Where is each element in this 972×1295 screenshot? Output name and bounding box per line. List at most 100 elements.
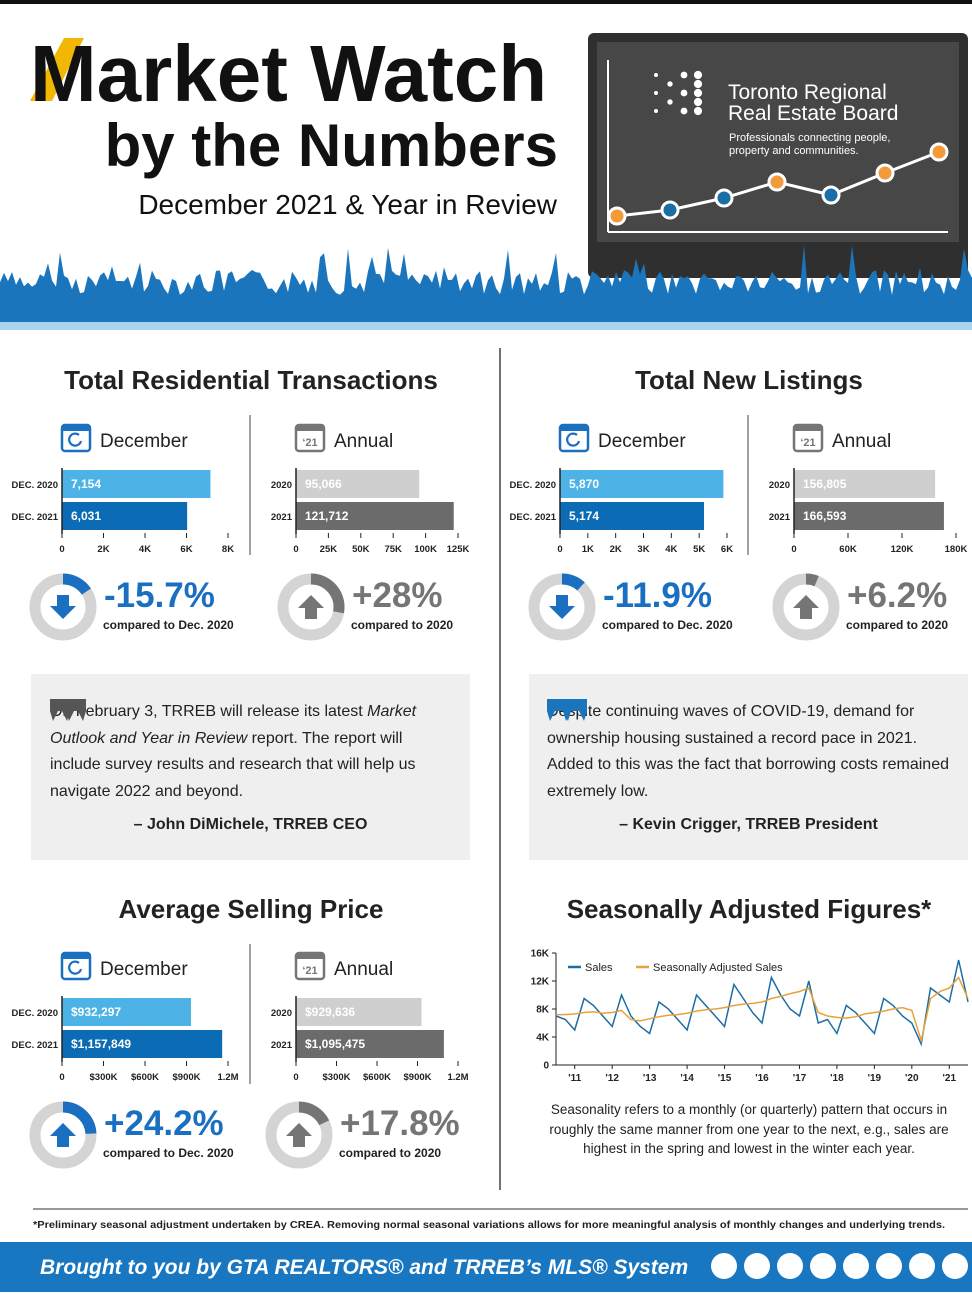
x-tick-label: '20 (905, 1073, 919, 1084)
calendar-top (296, 953, 324, 959)
change-note: compared to 2020 (339, 1146, 441, 1160)
subtitle: December 2021 & Year in Review (138, 189, 557, 220)
gauge-arc (310, 573, 345, 614)
calendar-refresh (68, 960, 83, 975)
period-label: December (100, 431, 188, 452)
calendar-label: ‘21 (302, 437, 317, 449)
bar (560, 470, 724, 498)
logo-dot (693, 79, 703, 89)
logo-dot (654, 91, 658, 95)
arrow-icon (298, 595, 324, 619)
bar (560, 502, 705, 530)
quote-italic: Market Outlook and Year in Review (50, 703, 417, 747)
social-icon (810, 1253, 836, 1279)
calendar-top (794, 425, 822, 431)
value-label: 166,593 (803, 509, 847, 523)
x-tick-label: '18 (830, 1073, 844, 1084)
x-tick-label: $600K (131, 1072, 159, 1083)
value-label: 95,066 (305, 477, 342, 491)
logo-name: Real Estate Board (728, 102, 898, 125)
value-label: 5,870 (569, 477, 599, 491)
social-icon (843, 1253, 869, 1279)
logo-dot (680, 107, 688, 115)
logo-dot (693, 97, 703, 107)
x-tick-label: 0 (791, 544, 796, 555)
logo-node (821, 185, 841, 205)
category-label: DEC. 2020 (510, 480, 556, 491)
value-label: 156,805 (803, 477, 847, 491)
x-tick-label: 0 (557, 544, 562, 555)
title-line2: by the Numbers (105, 112, 558, 179)
calendar-label: ‘21 (800, 437, 815, 449)
arrow-icon (50, 1123, 76, 1147)
arrow-icon (549, 595, 575, 619)
x-tick-label: '11 (568, 1073, 581, 1084)
value-label: $1,095,475 (305, 1037, 365, 1051)
social-icon (711, 1253, 737, 1279)
quote: On February 3, TRREB will release its la… (50, 699, 455, 805)
logo-dot (693, 70, 703, 80)
x-tick-label: '16 (755, 1073, 769, 1084)
y-tick-label: 16K (531, 949, 550, 960)
social-icon (777, 1253, 803, 1279)
series-line (555, 959, 969, 1047)
category-label: 2021 (271, 1040, 293, 1051)
x-tick-label: 3K (637, 544, 649, 555)
x-tick-label: '12 (605, 1073, 619, 1084)
logo-node (875, 163, 895, 183)
footer-banner (0, 1242, 972, 1292)
x-tick-label: 0 (59, 1072, 64, 1083)
arrow-icon (286, 1123, 312, 1147)
social-icon (876, 1253, 902, 1279)
change-label: +6.2% (847, 576, 947, 615)
legend-label: Sales (585, 962, 613, 974)
bar (62, 470, 211, 498)
quote-close (558, 699, 587, 721)
bar (62, 502, 188, 530)
quote-text: Despite continuing waves of COVID-19, de… (547, 703, 949, 800)
logo-dot (654, 73, 658, 77)
change-note: compared to Dec. 2020 (103, 618, 234, 632)
x-tick-label: 6K (180, 544, 192, 555)
change-label: -15.7% (104, 576, 215, 615)
category-label: DEC. 2021 (12, 512, 59, 523)
category-label: 2020 (271, 1008, 292, 1019)
calendar-top (296, 425, 324, 431)
value-label: $929,636 (305, 1005, 355, 1019)
bar (296, 998, 422, 1026)
value-label: 7,154 (71, 477, 101, 491)
calendar-top (560, 425, 588, 431)
social-icon (744, 1253, 770, 1279)
x-tick-label: 4K (139, 544, 151, 555)
x-tick-label: $300K (90, 1072, 118, 1083)
bar (794, 470, 936, 498)
value-label: $932,297 (71, 1005, 121, 1019)
x-tick-label: $600K (363, 1072, 391, 1083)
x-tick-label: '19 (868, 1073, 882, 1084)
x-tick-label: 25K (320, 544, 338, 555)
section-title: Total Residential Transactions (64, 365, 438, 395)
x-tick-label: 100K (414, 544, 437, 555)
logo-dot (680, 71, 688, 79)
value-label: 6,031 (71, 509, 101, 523)
gauge-arc (62, 573, 91, 595)
x-tick-label: '13 (643, 1073, 657, 1084)
x-tick-label: 1.2M (217, 1072, 238, 1083)
category-label: 2021 (271, 512, 293, 523)
x-tick-label: 120K (891, 544, 914, 555)
y-tick-label: 4K (536, 1033, 550, 1044)
quote-box (31, 674, 470, 860)
calendar-top (62, 425, 90, 431)
logo-node (660, 200, 680, 220)
x-tick-label: 1.2M (447, 1072, 468, 1083)
skyline (0, 245, 972, 325)
category-label: 2021 (769, 512, 791, 523)
x-tick-label: 6K (721, 544, 733, 555)
x-tick-label: 8K (222, 544, 234, 555)
footnote: *Preliminary seasonal adjustment underta… (33, 1219, 945, 1231)
title: Market Watch (30, 29, 547, 118)
logo-node (929, 142, 949, 162)
arrow-icon (793, 595, 819, 619)
category-label: 2020 (271, 480, 292, 491)
